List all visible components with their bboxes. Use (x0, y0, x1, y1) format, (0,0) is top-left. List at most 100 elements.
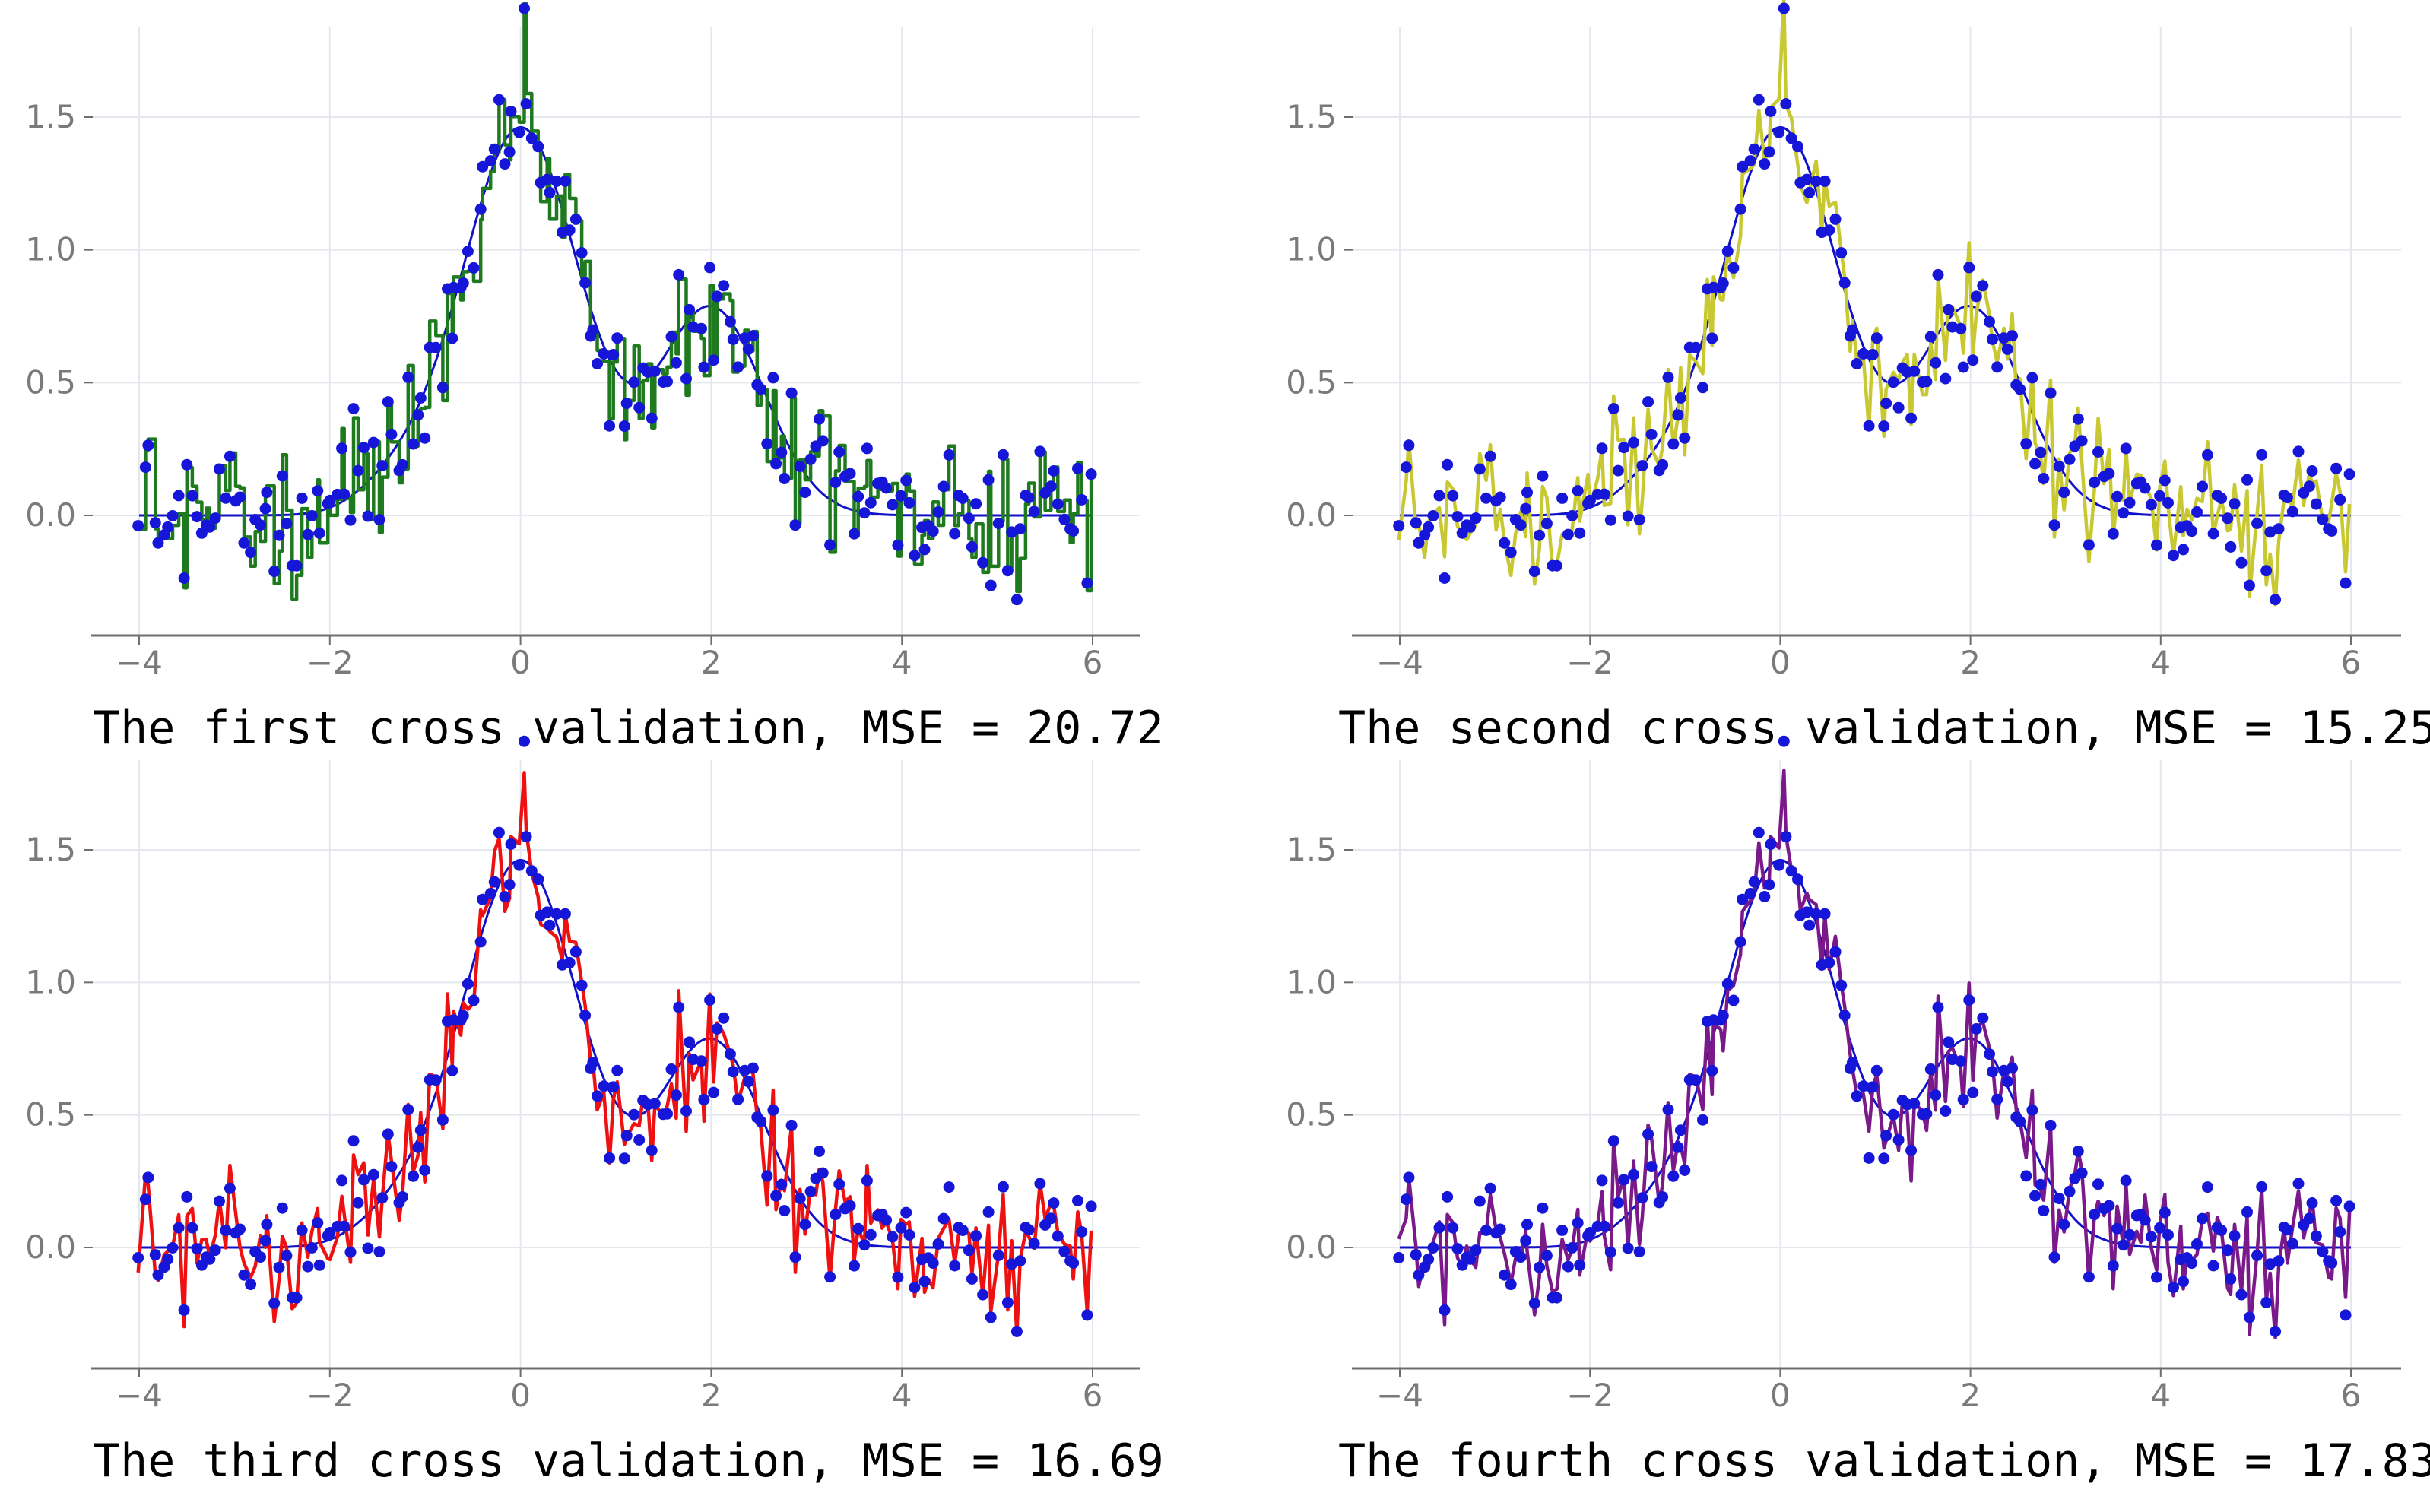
observation-point (1697, 1114, 1708, 1126)
axes (84, 116, 1140, 645)
observation-point (312, 485, 324, 497)
observation-point (2191, 506, 2203, 518)
y-tick-label: 1.0 (25, 231, 76, 268)
observation-point (167, 510, 179, 521)
observation-point (2111, 490, 2123, 502)
observation-point (949, 1260, 961, 1272)
observation-point (1717, 1010, 1729, 1022)
x-tick-label: −2 (1566, 644, 1613, 681)
observation-point (1878, 420, 1890, 433)
observation-point (412, 409, 424, 421)
observation-point (1932, 1001, 1944, 1013)
observation-point (1505, 1279, 1517, 1291)
observation-point (2273, 523, 2285, 535)
x-tick-label: 4 (892, 644, 912, 681)
observation-point (903, 496, 915, 509)
observation-point (799, 487, 811, 499)
observation-point (982, 1206, 995, 1218)
observation-point (1921, 1108, 1933, 1120)
observation-point (2281, 492, 2293, 504)
observation-point (887, 499, 899, 511)
observation-point (2020, 438, 2032, 450)
observation-point (895, 1222, 907, 1234)
observation-point (1598, 1220, 1610, 1232)
observation-point (755, 383, 767, 395)
observation-point (794, 1193, 806, 1205)
observation-point (2154, 1222, 2166, 1234)
observation-point (1674, 1124, 1686, 1136)
observation-point (696, 322, 707, 334)
observation-point (1045, 1212, 1057, 1225)
observation-point (1734, 203, 1746, 215)
observation-point (830, 477, 842, 488)
observation-point (1028, 506, 1040, 518)
observation-point (620, 1130, 633, 1142)
observation-point (755, 1115, 767, 1127)
observation-point (1081, 577, 1093, 589)
observation-point (505, 838, 517, 850)
observation-point (1598, 488, 1610, 500)
observation-point (776, 446, 788, 458)
observation-point (544, 186, 556, 198)
observation-point (1484, 450, 1496, 462)
observation-point (649, 1098, 661, 1110)
observation-point (2178, 1276, 2189, 1288)
observation-point (2273, 1255, 2285, 1267)
observation-point (167, 1242, 179, 1254)
observation-point (376, 460, 389, 472)
observation-point (2118, 1239, 2130, 1251)
observation-point (1689, 1074, 1702, 1086)
observation-point (1566, 510, 1578, 521)
panel-caption: The third cross validation, MSE = 16.69 (93, 1434, 1164, 1488)
observation-point (1633, 1246, 1645, 1258)
observation-point (2154, 490, 2166, 502)
observation-point (2186, 525, 2198, 537)
observation-point (352, 1197, 364, 1209)
observation-point (1607, 403, 1619, 415)
x-tick-label: −2 (306, 1377, 354, 1414)
observation-point (1474, 1195, 1486, 1207)
observation-point (1753, 94, 1765, 106)
observation-point (1744, 155, 1756, 167)
observation-point (186, 490, 198, 502)
observation-point (633, 1134, 646, 1146)
observation-point (499, 158, 511, 170)
observation-point (559, 175, 571, 187)
observation-point (918, 544, 931, 556)
observation-point (618, 1152, 630, 1165)
observation-point (2162, 1229, 2174, 1241)
observation-point (1803, 919, 1816, 931)
observation-point (1689, 341, 1702, 353)
observation-point (880, 1214, 893, 1226)
observation-point (1957, 1093, 1969, 1105)
observation-point (281, 1250, 293, 1262)
observation-point (1499, 1269, 1511, 1281)
observation-point (2270, 1326, 2282, 1337)
tick-labels: −4 −2 0 2 4 6 0.0 0.5 1.0 1.5 (1286, 831, 2361, 1414)
observation-point (992, 518, 1004, 529)
observation-point (1870, 1064, 1883, 1076)
observation-point (704, 262, 716, 274)
observation-point (290, 1292, 303, 1304)
observation-point (900, 474, 912, 487)
observation-point (1905, 412, 1918, 424)
observation-point (943, 1181, 955, 1193)
observation-point (436, 382, 449, 394)
observation-point (742, 1076, 754, 1088)
observation-point (1642, 1128, 1654, 1140)
observation-point (1622, 1242, 1634, 1254)
y-tick-label: 0.5 (1286, 1096, 1337, 1133)
y-tick-label: 1.5 (25, 831, 76, 868)
observation-point (2222, 1244, 2234, 1257)
observation-point (1393, 1252, 1405, 1263)
observation-point (493, 94, 505, 106)
observation-point (966, 540, 978, 553)
observation-point (814, 1146, 825, 1157)
observation-point (1521, 1219, 1533, 1231)
observation-point (1829, 946, 1842, 958)
observation-point (1867, 349, 1879, 360)
observation-point (1067, 525, 1080, 537)
observation-point (1780, 98, 1792, 110)
observation-point (2251, 1250, 2263, 1261)
observation-point (628, 1108, 640, 1121)
